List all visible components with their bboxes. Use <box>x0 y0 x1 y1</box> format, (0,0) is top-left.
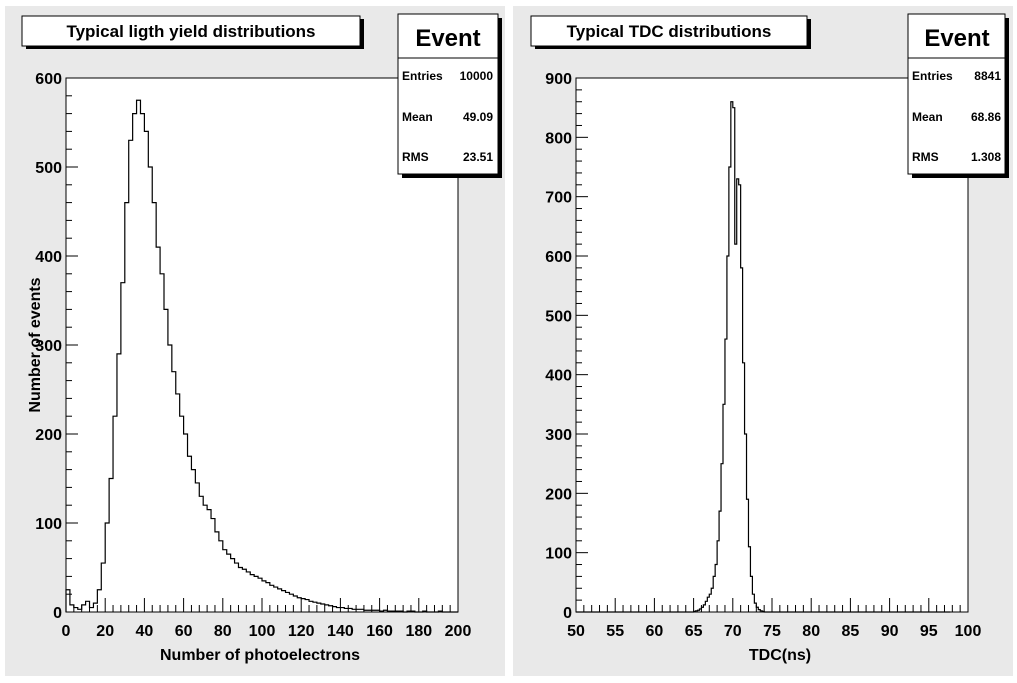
left-x-tick-label: 40 <box>136 623 154 640</box>
right-x-tick-label: 70 <box>724 623 742 640</box>
left-stats-mean-value: 49.09 <box>463 110 493 124</box>
right-stats-mean-label: Mean <box>912 110 943 124</box>
right-y-tick-label: 500 <box>545 308 572 325</box>
left-stats-rms-label: RMS <box>402 150 429 164</box>
left-y-axis-label: Number of events <box>27 277 44 412</box>
left-x-tick-label: 60 <box>175 623 193 640</box>
left-x-tick-label: 140 <box>327 623 354 640</box>
left-y-tick-label: 500 <box>35 160 62 177</box>
right-x-tick-label: 55 <box>606 623 624 640</box>
left-y-tick-label: 0 <box>53 605 62 622</box>
right-y-tick-label: 100 <box>545 546 572 563</box>
right-x-tick-label: 90 <box>881 623 899 640</box>
left-x-tick-label: 200 <box>445 623 472 640</box>
right-x-axis-label: TDC(ns) <box>749 647 811 664</box>
left-x-tick-label: 100 <box>249 623 276 640</box>
left-x-tick-label: 80 <box>214 623 232 640</box>
right-y-tick-label: 300 <box>545 427 572 444</box>
right-title-box <box>530 15 808 47</box>
left-x-tick-label: 20 <box>96 623 114 640</box>
right-stats-entries-label: Entries <box>912 69 953 83</box>
left-y-tick-label: 600 <box>35 71 62 88</box>
left-histogram-line <box>65 99 458 613</box>
right-y-tick-label: 0 <box>563 605 572 622</box>
left-x-tick-label: 120 <box>288 623 315 640</box>
right-y-tick-label: 700 <box>545 190 572 207</box>
left-x-axis-label: Number of photoelectrons <box>160 647 360 664</box>
left-stats-rms-value: 23.51 <box>463 150 493 164</box>
right-stats-entries-value: 8841 <box>974 69 1001 83</box>
right-chart-title: Typical TDC distributions <box>567 22 772 41</box>
left-y-tick-label: 400 <box>35 249 62 266</box>
right-y-tick-label: 900 <box>545 71 572 88</box>
right-x-tick-label: 95 <box>920 623 938 640</box>
left-stats-mean-label: Mean <box>402 110 433 124</box>
left-stats-entries-value: 10000 <box>460 69 494 83</box>
right-panel: 50 55 60 65 70 75 80 85 90 95 100 0 100 200 300 400 500… <box>513 6 1013 676</box>
left-x-tick-label: 0 <box>62 623 71 640</box>
right-x-tick-label: 65 <box>685 623 703 640</box>
left-stats-name: Event <box>415 25 480 52</box>
right-y-tick-label: 200 <box>545 486 572 503</box>
right-x-tick-label: 85 <box>842 623 860 640</box>
right-stats-rms-label: RMS <box>912 150 939 164</box>
left-title-box <box>21 15 361 47</box>
left-chart-title: Typical ligth yield distributions <box>66 22 315 41</box>
left-y-tick-label: 200 <box>35 427 62 444</box>
right-x-tick-label: 80 <box>802 623 820 640</box>
left-x-ticks: 0 20 40 60 80 100 120 140 160 180 200 <box>62 598 472 640</box>
right-x-tick-label: 50 <box>567 623 585 640</box>
left-stats-entries-label: Entries <box>402 69 443 83</box>
right-y-tick-label: 400 <box>545 368 572 385</box>
right-y-tick-label: 800 <box>545 130 572 147</box>
right-x-tick-label: 60 <box>646 623 664 640</box>
right-plot-frame <box>575 77 969 613</box>
left-x-tick-label: 160 <box>366 623 393 640</box>
right-stats-mean-value: 68.86 <box>971 110 1001 124</box>
right-histogram-line <box>576 101 951 613</box>
right-x-tick-label: 75 <box>763 623 781 640</box>
left-plot-frame <box>65 77 459 613</box>
left-x-tick-label: 180 <box>405 623 432 640</box>
left-y-tick-label: 300 <box>35 338 62 355</box>
left-y-ticks: 0 100 200 300 400 500 600 <box>35 71 78 622</box>
right-x-ticks: 50 55 60 65 70 75 80 85 90 95 100 <box>567 598 981 640</box>
right-stats-rms-value: 1.308 <box>971 150 1001 164</box>
left-stats-box <box>397 13 499 175</box>
left-panel: 0 20 40 60 80 100 120 140 160 180 200 0 100 200 300 40… <box>5 6 505 676</box>
right-stats-name: Event <box>924 25 989 52</box>
right-y-tick-label: 600 <box>545 249 572 266</box>
right-x-tick-label: 100 <box>955 623 982 640</box>
left-y-tick-label: 100 <box>35 516 62 533</box>
right-stats-box <box>907 13 1006 175</box>
right-y-ticks: 0 100 200 300 400 500 600 700 800 900 <box>545 71 588 622</box>
